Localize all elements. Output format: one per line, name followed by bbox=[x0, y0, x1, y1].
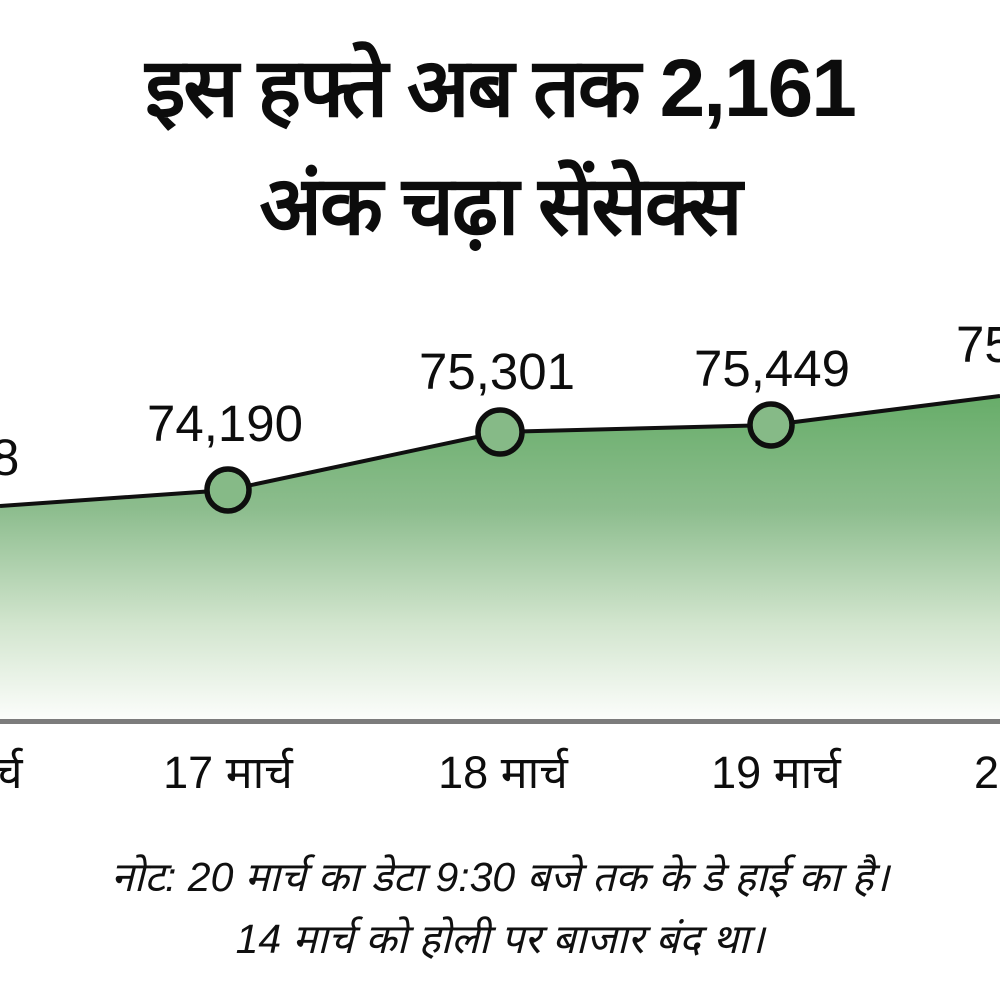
data-point-marker-18-march bbox=[475, 407, 525, 457]
chart-title-line-1: इस हफ्ते अब तक 2,161 bbox=[145, 43, 857, 134]
x-axis-label-left-partial: र्च bbox=[0, 747, 23, 798]
chart-title-line-2: अंक चढ़ा सेंसेक्स bbox=[259, 161, 742, 252]
value-label-19-march: 75,449 bbox=[694, 340, 850, 397]
chart-footnote: नोट: 20 मार्च का डेटा 9:30 बजे तक के डे … bbox=[0, 846, 1000, 970]
x-axis-line bbox=[0, 719, 1000, 724]
footnote-line-2: 14 मार्च को होली पर बाजार बंद था। bbox=[235, 916, 765, 962]
x-axis-label-17-march: 17 मार्च bbox=[163, 747, 293, 798]
data-point-marker-19-march bbox=[747, 401, 795, 449]
x-axis-label-18-march: 18 मार्च bbox=[438, 747, 568, 798]
value-label-17-march: 74,190 bbox=[147, 395, 303, 452]
area-fill bbox=[0, 396, 1000, 724]
x-axis-label-19-march: 19 मार्च bbox=[711, 747, 841, 798]
footnote-line-1: नोट: 20 मार्च का डेटा 9:30 बजे तक के डे … bbox=[110, 854, 890, 900]
x-axis-label-right-partial: 2 bbox=[974, 747, 1000, 798]
value-label-right-partial: 75 bbox=[956, 316, 1000, 373]
chart-title: इस हफ्ते अब तक 2,161 अंक चढ़ा सेंसेक्स bbox=[0, 30, 1000, 266]
value-label-left-partial: 8 bbox=[0, 429, 20, 486]
data-point-marker-17-march bbox=[204, 466, 252, 514]
value-label-18-march: 75,301 bbox=[419, 343, 575, 400]
